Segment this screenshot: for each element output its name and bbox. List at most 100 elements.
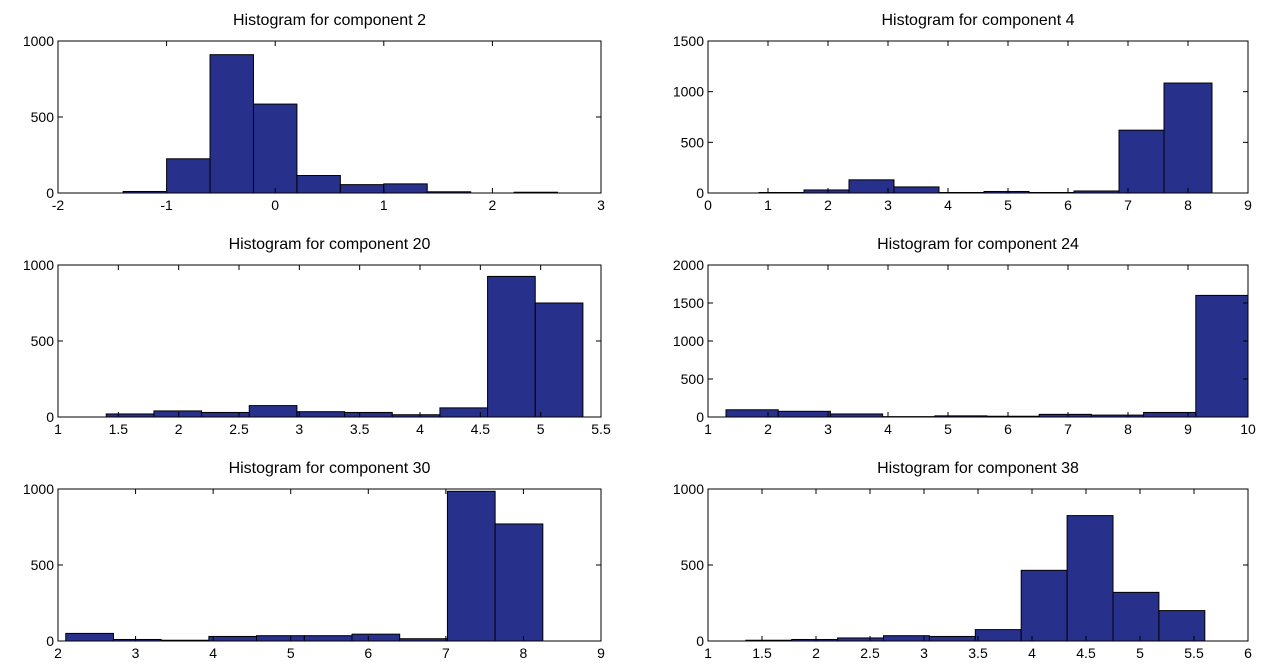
x-tick-label: 6	[1244, 645, 1252, 661]
histogram-bar	[1112, 591, 1160, 642]
y-tick-label: 500	[681, 557, 705, 573]
x-tick-label: 8	[520, 645, 528, 661]
x-tick-label: 7	[1064, 421, 1072, 437]
x-tick-label: 5	[1136, 645, 1144, 661]
chart-histogram-component-2: Histogram for component 2 -2 -1 0 1 2 3 0 500 10…	[23, 12, 605, 213]
histogram-bar	[928, 635, 976, 642]
histogram-bar	[1020, 569, 1068, 642]
histogram-bar	[777, 410, 831, 418]
chart-title: Histogram for component 2	[233, 12, 426, 29]
x-tick-label: 3	[824, 421, 832, 437]
histogram-bar	[252, 103, 298, 194]
x-tick-label: 1	[380, 197, 388, 213]
histogram-bar	[725, 409, 779, 418]
histogram-bar	[487, 275, 536, 418]
histogram-bar	[248, 405, 298, 418]
chart-histogram-component-4: Histogram for component 4 0 1 2 3 4 5 6 7 8 9 0 500…	[673, 12, 1252, 213]
histogram-bar	[166, 158, 211, 194]
x-tick-label: 2	[812, 645, 820, 661]
x-tick-label: 3.5	[350, 421, 370, 437]
x-tick-label: 4	[209, 645, 217, 661]
x-tick-label: 2	[824, 197, 832, 213]
x-tick-label: 0	[271, 197, 279, 213]
histogram-bar	[201, 411, 250, 418]
y-tick-label: 2000	[673, 257, 704, 273]
chart-title: Histogram for component 30	[229, 460, 431, 477]
histogram-bar	[534, 302, 584, 418]
x-tick-label: 1	[704, 421, 712, 437]
y-tick-label: 500	[31, 557, 55, 573]
histogram-bars	[105, 275, 584, 418]
axes-frame	[707, 264, 1249, 418]
histogram-bar	[296, 411, 346, 418]
histogram-bar	[208, 635, 258, 642]
axes-frame	[57, 40, 602, 194]
chart-histogram-component-38: Histogram for component 38 1 1.5 2 2.5 3 3.5 4…	[673, 460, 1252, 661]
x-tick-label: 3	[884, 197, 892, 213]
x-tick-label: 4	[884, 421, 892, 437]
histogram-bars	[758, 82, 1213, 194]
x-tick-label: 2.5	[229, 421, 249, 437]
x-tick-label: 5.5	[1184, 645, 1204, 661]
x-tick-label: 1	[704, 645, 712, 661]
histogram-bars	[65, 490, 544, 642]
y-tick-label: 1000	[673, 84, 704, 100]
histogram-bar	[1163, 82, 1213, 194]
y-tick-label: 1500	[673, 295, 704, 311]
y-tick-label: 1000	[23, 33, 54, 49]
x-tick-label: 6	[364, 645, 372, 661]
x-tick-label: 9	[597, 645, 605, 661]
axes-frame	[707, 40, 1249, 194]
x-tick-label: 1.5	[752, 645, 772, 661]
x-tick-label: 9	[1244, 197, 1252, 213]
x-tick-label: 5	[944, 421, 952, 437]
histogram-bar	[494, 523, 544, 642]
x-tick-label: 4.5	[1076, 645, 1096, 661]
histogram-bar	[296, 175, 341, 194]
histogram-bar	[209, 54, 254, 194]
histogram-bars	[725, 294, 1249, 418]
chart-title: Histogram for component 4	[882, 12, 1075, 29]
x-tick-label: 5.5	[591, 421, 611, 437]
y-tick-label: 1000	[673, 481, 704, 497]
histogram-bars	[745, 515, 1206, 642]
x-tick-label: 2	[54, 645, 62, 661]
x-tick-label: 7	[1124, 197, 1132, 213]
x-tick-label: 9	[1184, 421, 1192, 437]
histogram-bar	[1195, 294, 1249, 418]
x-tick-label: 4.5	[471, 421, 491, 437]
x-tick-label: 8	[1184, 197, 1192, 213]
x-tick-label: 1	[54, 421, 62, 437]
x-tick-label: 10	[1240, 421, 1256, 437]
histogram-bar	[344, 411, 393, 418]
x-tick-label: 5	[1004, 197, 1012, 213]
histogram-bar	[383, 183, 428, 194]
x-tick-label: 6	[1064, 197, 1072, 213]
y-tick-label: 500	[681, 371, 705, 387]
x-tick-label: 2	[489, 197, 497, 213]
x-tick-label: 7	[442, 645, 450, 661]
x-tick-label: 2	[764, 421, 772, 437]
y-tick-label: 0	[696, 185, 704, 201]
x-tick-label: -2	[52, 197, 65, 213]
y-tick-label: 0	[46, 409, 54, 425]
x-tick-label: 6	[1004, 421, 1012, 437]
y-tick-label: 1000	[673, 333, 704, 349]
histogram-bar	[1066, 515, 1114, 642]
x-tick-label: 0	[704, 197, 712, 213]
histogram-bar	[446, 490, 496, 642]
x-tick-label: 3	[132, 645, 140, 661]
x-tick-label: 5	[537, 421, 545, 437]
x-tick-label: 5	[287, 645, 295, 661]
y-tick-label: 0	[46, 185, 54, 201]
x-tick-label: -1	[160, 197, 173, 213]
chart-histogram-component-30: Histogram for component 30 2 3 4 5 6 7 8 9 0 500 1…	[23, 460, 605, 661]
chart-title: Histogram for component 24	[877, 236, 1079, 253]
histogram-bar	[256, 635, 305, 642]
x-tick-label: 4	[1028, 645, 1036, 661]
chart-histogram-component-20: Histogram for component 20 1 1.5 2 2.5 3 3.5 4…	[23, 236, 611, 437]
x-tick-label: 2.5	[860, 645, 880, 661]
x-tick-label: 3	[920, 645, 928, 661]
histogram-bar	[339, 184, 385, 194]
